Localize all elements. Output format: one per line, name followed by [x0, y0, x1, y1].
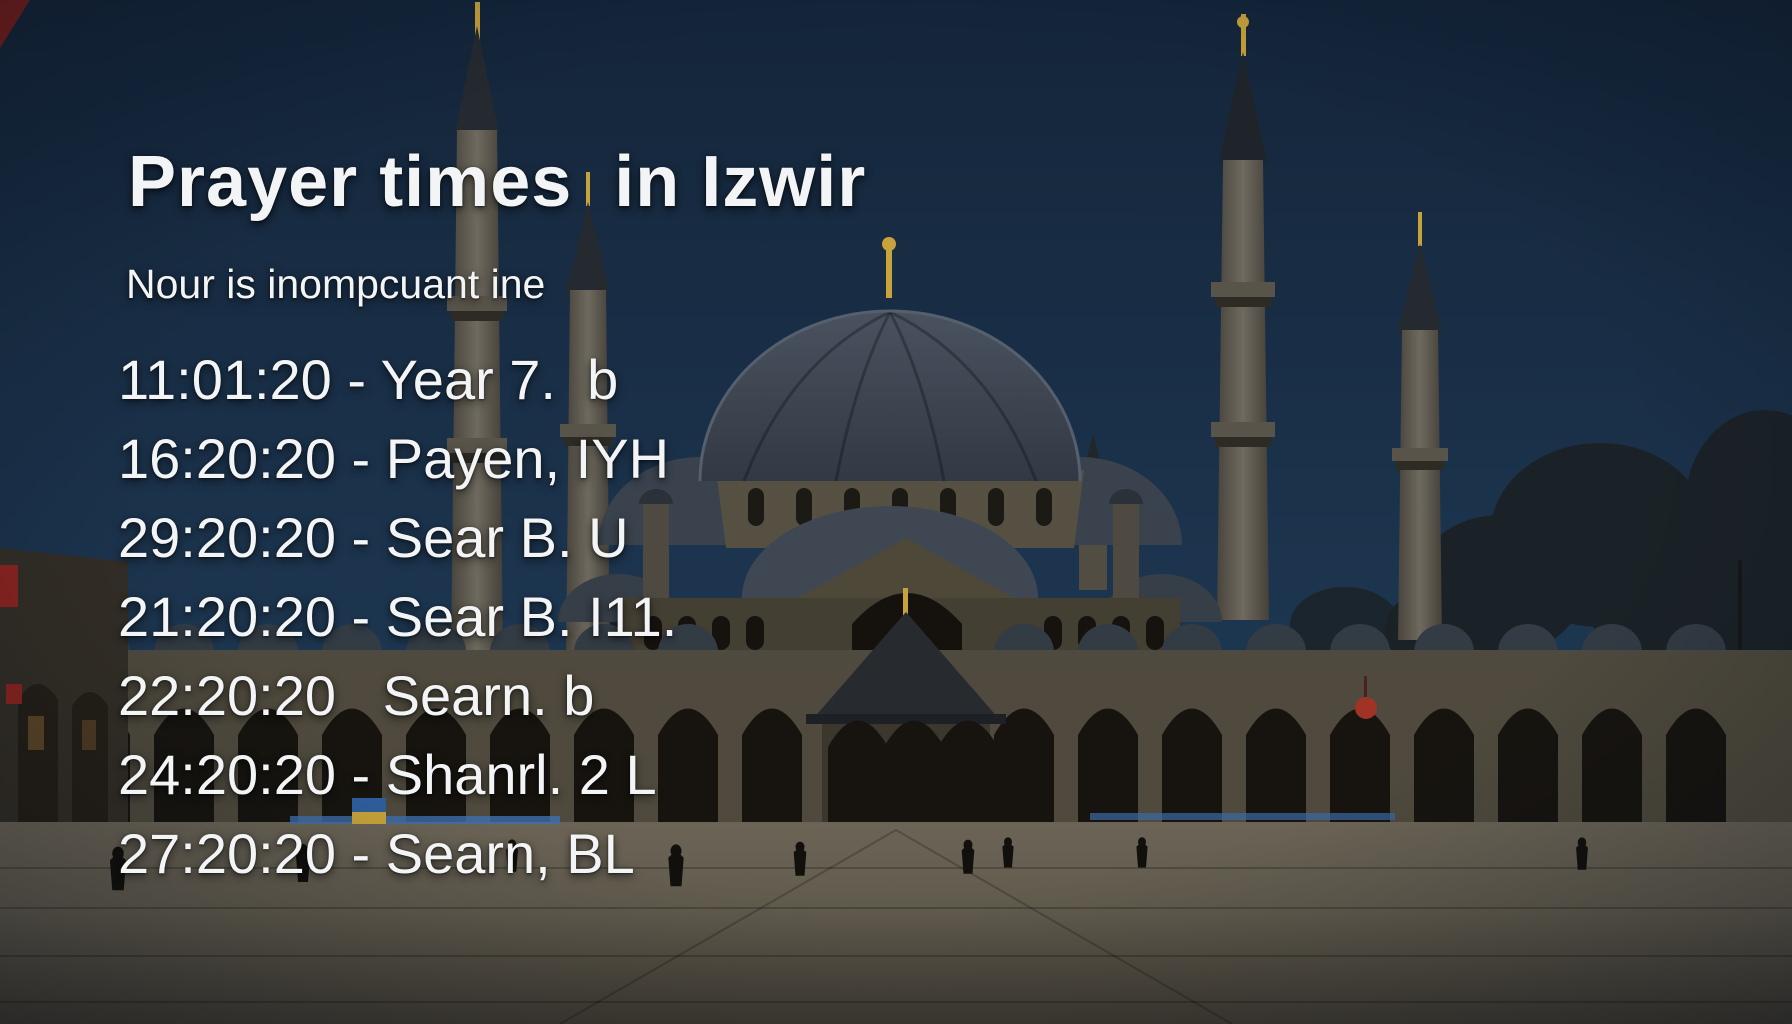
prayer-time-row: 24:20:20 - Shanrl. 2 L — [118, 743, 657, 806]
page-subtitle: Nour is inompcuant ine — [126, 261, 546, 307]
prayer-time-row: 16:20:20 - Payen, IYH — [118, 427, 670, 490]
prayer-time-row: 21:20:20 - Sear B. I11. — [118, 585, 678, 648]
prayer-time-row: 11:01:20 - Year 7. b — [118, 348, 619, 411]
page-title: Prayer times in Izwir — [128, 142, 867, 222]
prayer-time-row: 27:20:20 - Searn, BL — [118, 822, 635, 885]
prayer-time-row: 29:20:20 - Sear B. U — [118, 506, 629, 569]
prayer-time-row: 22:20:20 Searn. b — [118, 664, 595, 727]
